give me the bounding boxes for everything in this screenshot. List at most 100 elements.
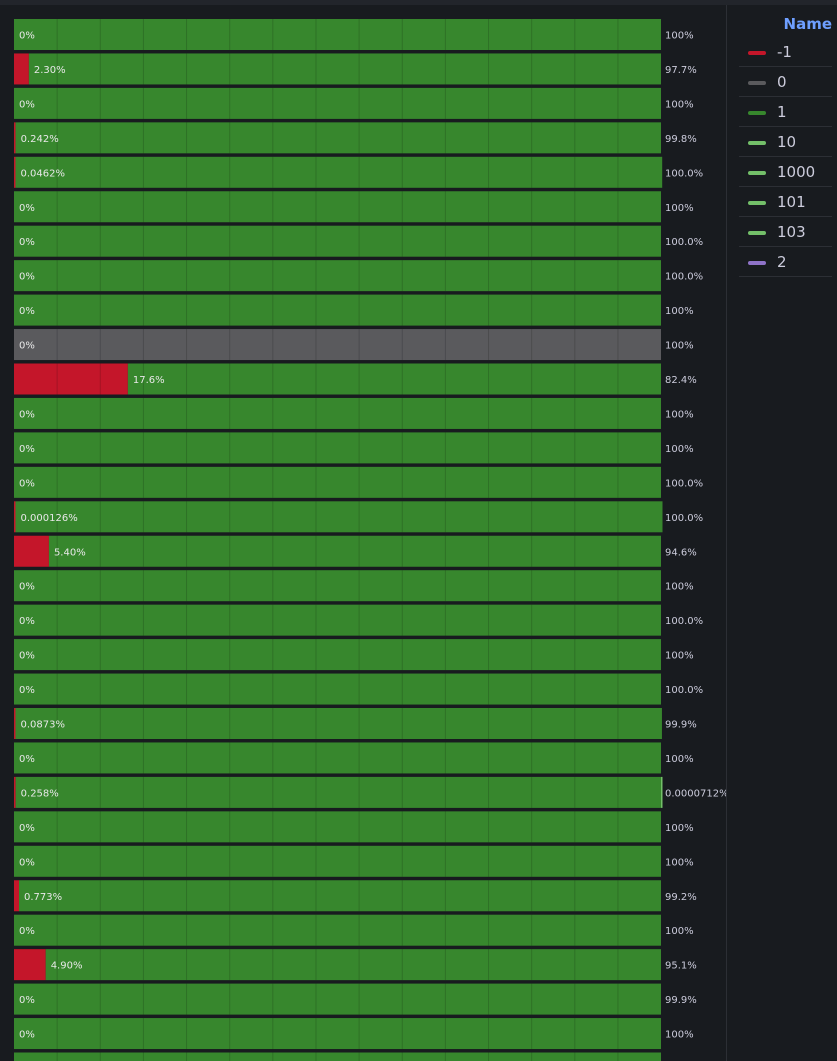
bar-row[interactable]: 0.000126% 100.0% <box>14 501 703 533</box>
bar-segment-neg1[interactable] <box>14 949 46 981</box>
bar-row[interactable]: 4.90% 95.1% <box>14 949 697 981</box>
bar-label-start: 0% <box>19 754 35 765</box>
bar-row[interactable]: 0% 100.0% <box>14 260 703 292</box>
bar-row[interactable]: 0% 100.0% <box>14 604 703 636</box>
bar-segment-1[interactable] <box>45 949 661 981</box>
bar-row[interactable]: 0% 100.0% <box>14 673 703 705</box>
bar-segment-neg1[interactable] <box>14 156 16 188</box>
bar-segment-neg1[interactable] <box>14 708 16 739</box>
legend-item[interactable]: 0 <box>739 67 832 97</box>
bar-segment-neg1[interactable] <box>14 535 49 567</box>
bar-segment-1[interactable] <box>15 776 661 808</box>
bar-row[interactable]: 0.773% 99.2% <box>14 880 697 912</box>
bar-label-end: 99.9% <box>665 995 697 1006</box>
bar-segment-1[interactable] <box>14 914 661 946</box>
bar-row[interactable]: 0% 100% <box>14 191 694 223</box>
bar-segment-neg1[interactable] <box>14 501 16 533</box>
bar-segment-1[interactable] <box>14 742 661 774</box>
bar-segment-1[interactable] <box>14 604 661 636</box>
bar-row[interactable]: 2.30% 97.7% <box>14 53 697 85</box>
legend-label: 1 <box>777 103 787 121</box>
legend-item[interactable]: 1 <box>739 97 832 127</box>
bar-segment-1[interactable] <box>14 570 661 602</box>
bar-label-start: 0% <box>19 306 35 317</box>
bar-segment-1[interactable] <box>14 87 661 119</box>
legend-header-name[interactable]: Name <box>783 15 832 33</box>
bar-row[interactable]: 0% 100% <box>14 87 694 119</box>
legend-label: 2 <box>777 253 787 271</box>
bar-row[interactable]: 0% 100% <box>14 329 694 361</box>
bar-segment-1[interactable] <box>14 983 661 1015</box>
legend-item[interactable]: 1000 <box>739 157 832 187</box>
bar-row[interactable] <box>14 1052 661 1061</box>
bar-segment-1[interactable] <box>14 466 661 498</box>
bar-segment-1[interactable] <box>15 156 663 188</box>
bar-row[interactable]: 0% 100% <box>14 570 694 602</box>
bar-segment-0[interactable] <box>14 329 661 361</box>
bar-segment-neg1[interactable] <box>14 880 20 912</box>
bar-row[interactable]: 0% 100% <box>14 294 694 326</box>
bar-row[interactable]: 0.0462% 100.0% <box>14 156 703 188</box>
legend-item[interactable]: 2 <box>739 247 832 277</box>
bar-segment-1[interactable] <box>48 535 662 567</box>
bar-label-end: 100% <box>665 651 694 662</box>
bar-row[interactable]: 0% 100% <box>14 845 694 877</box>
bar-segment-neg1[interactable] <box>14 363 128 395</box>
bar-segment-1[interactable] <box>14 432 661 464</box>
bar-row[interactable]: 0% 100% <box>14 639 694 671</box>
bar-segment-1[interactable] <box>14 845 661 877</box>
bar-label-end: 100.0% <box>665 685 703 696</box>
bar-label-end: 0.0000712% <box>665 788 726 799</box>
bar-segment-1[interactable] <box>15 708 662 739</box>
bar-label-end: 99.2% <box>665 892 697 903</box>
bar-label-start: 4.90% <box>51 961 83 972</box>
bar-label-end: 100% <box>665 409 694 420</box>
bar-segment-1[interactable] <box>14 294 661 326</box>
bar-segment-1[interactable] <box>127 363 661 395</box>
bar-segment-1[interactable] <box>14 191 661 223</box>
bar-segment-neg1[interactable] <box>14 776 16 808</box>
legend-item[interactable]: -1 <box>739 37 832 67</box>
bar-row[interactable]: 5.40% 94.6% <box>14 535 697 567</box>
legend-item[interactable]: 101 <box>739 187 832 217</box>
bar-row[interactable]: 17.6% 82.4% <box>14 363 697 395</box>
legend-swatch-icon <box>748 201 766 205</box>
bar-segment-1[interactable] <box>14 397 661 429</box>
bar-segment-1[interactable] <box>15 501 663 533</box>
bar-row[interactable]: 0% 100% <box>14 742 694 774</box>
bar-label-start: 5.40% <box>54 547 86 558</box>
legend-swatch-icon <box>748 171 766 175</box>
bar-row[interactable]: 0% 100% <box>14 1018 694 1050</box>
bar-row[interactable]: 0.0873% 99.9% <box>14 708 697 739</box>
bar-row[interactable]: 0% 100% <box>14 19 694 50</box>
bar-label-start: 0% <box>19 995 35 1006</box>
bar-segment-10[interactable] <box>660 776 663 808</box>
bar-row[interactable]: 0% 99.9% <box>14 983 697 1015</box>
bar-label-end: 100.0% <box>665 168 703 179</box>
bar-row[interactable]: 0% 100.0% <box>14 225 703 257</box>
bar-row[interactable]: 0% 100.0% <box>14 466 703 498</box>
bar-segment-1[interactable] <box>14 19 661 50</box>
bar-row[interactable]: 0.242% 99.8% <box>14 122 697 154</box>
legend-items: -1 0 1 10 1000 101 103 2 <box>739 37 832 277</box>
bar-segment-1[interactable] <box>15 122 662 154</box>
bar-segment-1[interactable] <box>14 639 661 671</box>
bar-segment-1[interactable] <box>14 1018 661 1050</box>
bar-segment-1[interactable] <box>14 673 661 705</box>
bar-segment-1[interactable] <box>14 811 661 843</box>
bar-row[interactable]: 0% 100% <box>14 432 694 464</box>
bar-segment-1[interactable] <box>14 260 661 292</box>
bar-segment-1[interactable] <box>14 225 661 257</box>
legend-item[interactable]: 10 <box>739 127 832 157</box>
bar-row[interactable]: 0% 100% <box>14 397 694 429</box>
legend-item[interactable]: 103 <box>739 217 832 247</box>
bar-segment-neg1[interactable] <box>14 53 29 85</box>
bar-segment-neg1[interactable] <box>14 122 16 154</box>
bar-row[interactable]: 0% 100% <box>14 811 694 843</box>
bar-row[interactable]: 0% 100% <box>14 914 694 946</box>
bar-segment-1[interactable] <box>19 880 661 912</box>
bar-label-start: 2.30% <box>34 65 66 76</box>
bar-row[interactable]: 0.258% 0.0000712% <box>14 776 726 808</box>
bar-segment-1[interactable] <box>28 53 662 85</box>
bar-segment-1[interactable] <box>14 1052 661 1061</box>
